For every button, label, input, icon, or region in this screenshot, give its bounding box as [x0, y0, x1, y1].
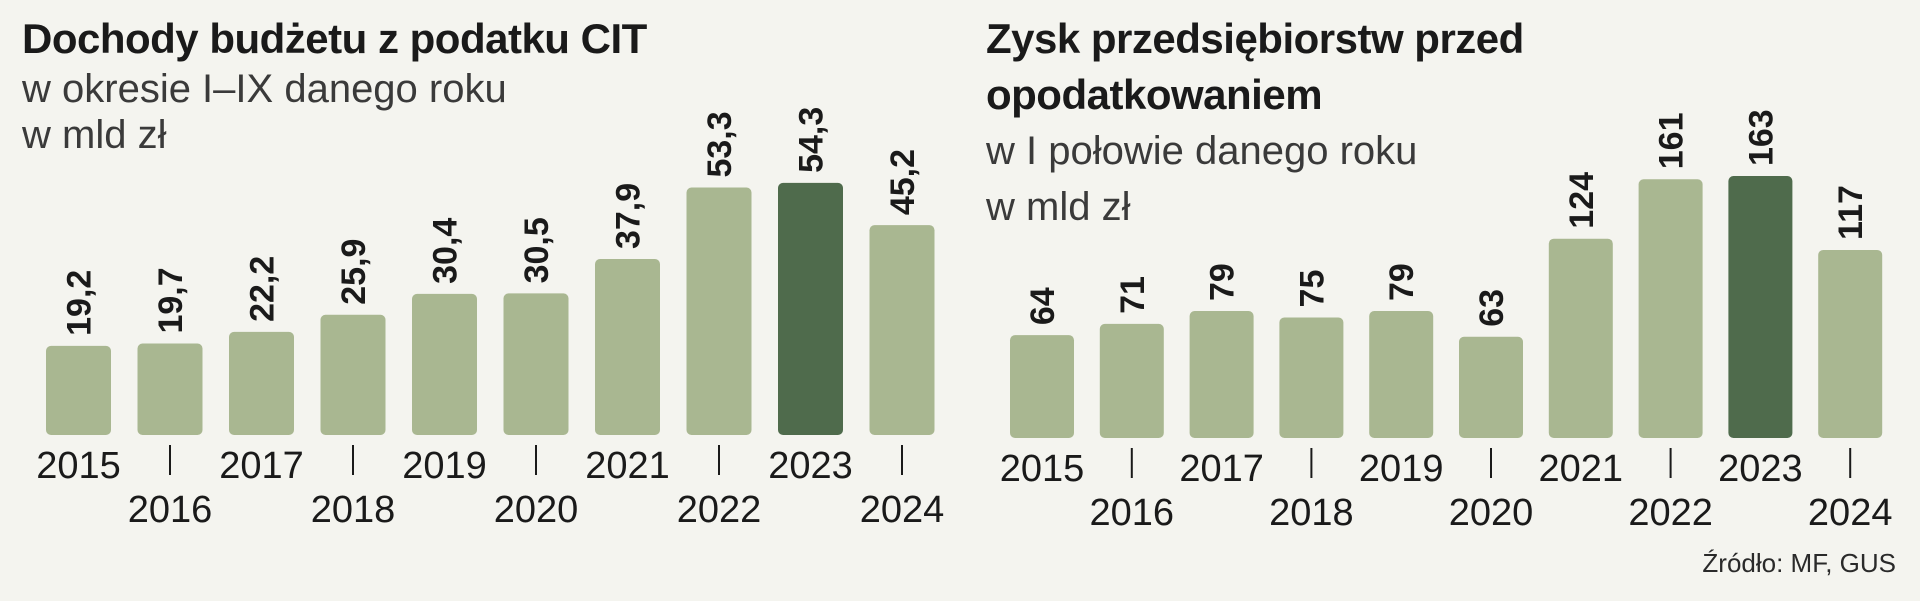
chart-right-plot: 64 2015 71 2016 79 2017 75 2018 79 2019 63 2020 124 2… [1000, 109, 1893, 534]
chart-right-tick-label-2019: 2019 [1359, 448, 1444, 490]
chart-right-value-label-2018: 75 [1293, 270, 1331, 308]
chart-right-value-label-2022: 161 [1653, 113, 1691, 170]
chart-left-bar-2018 [320, 314, 386, 435]
chart-right-tick-label-2017: 2017 [1179, 448, 1264, 490]
chart-right-value-label-2017: 79 [1204, 263, 1242, 301]
chart-right-tick-label-2022: 2022 [1628, 492, 1713, 534]
chart-right-bar-2020 [1459, 336, 1523, 438]
chart-right-tick-label-2024: 2024 [1808, 492, 1893, 534]
chart-left-tick-label-2021: 2021 [585, 445, 670, 487]
source-note: Źródło: MF, GUS [1702, 548, 1896, 578]
chart-left-value-label-2018: 25,9 [335, 239, 373, 305]
chart-left-panel: Dochody budżetu z podatku CIT w okresie … [22, 15, 945, 531]
chart-right-panel: Zysk przedsiębiorstw przed opodatkowanie… [980, 0, 1920, 601]
chart-left-value-label-2023: 54,3 [793, 107, 831, 173]
chart-left-tick-label-2022: 2022 [677, 489, 762, 531]
chart-right-value-label-2015: 64 [1024, 287, 1062, 325]
chart-left-tick-label-2017: 2017 [219, 445, 304, 487]
chart-left-tick-label-2016: 2016 [128, 489, 213, 531]
chart-right-bar-2022 [1638, 179, 1703, 438]
chart-left-title: Dochody budżetu z podatku CIT [22, 15, 647, 62]
chart-left-bar-2021 [595, 259, 660, 435]
chart-right-value-label-2021: 124 [1563, 172, 1601, 229]
chart-left-value-label-2024: 45,2 [884, 149, 922, 215]
chart-right-tick-label-2015: 2015 [1000, 448, 1085, 490]
chart-right-bar-2016 [1099, 323, 1164, 438]
chart-left-subtitle-line-1: w okresie I–IX danego roku [22, 67, 507, 111]
chart-left-bar-2022 [686, 187, 752, 435]
chart-right-value-label-2016: 71 [1114, 276, 1152, 314]
chart-left-value-label-2016: 19,7 [152, 267, 190, 333]
chart-right-tick-label-2016: 2016 [1090, 492, 1175, 534]
chart-left-bar-2017 [229, 331, 294, 435]
chart-left-value-label-2019: 30,4 [427, 218, 465, 284]
chart-left-bar-2024 [869, 225, 935, 435]
chart-right-title-line-1: Zysk przedsiębiorstw przed [986, 15, 1524, 62]
chart-right-bar-2021 [1548, 238, 1613, 438]
chart-right-bar-2024 [1818, 249, 1883, 438]
chart-left-value-label-2022: 53,3 [701, 111, 739, 177]
chart-right-tick-label-2018: 2018 [1269, 492, 1354, 534]
chart-left-value-label-2017: 22,2 [244, 256, 282, 322]
chart-left-value-label-2020: 30,5 [518, 217, 556, 283]
chart-left-tick-label-2020: 2020 [494, 489, 579, 531]
chart-right-subtitle-line-2: w mld zł [986, 185, 1131, 229]
chart-left-value-label-2015: 19,2 [61, 270, 99, 336]
chart-left-tick-label-2023: 2023 [768, 445, 853, 487]
chart-left-bar-2023 [778, 182, 843, 435]
chart-right-value-label-2023: 163 [1742, 109, 1780, 166]
chart-right-tick-label-2021: 2021 [1539, 448, 1624, 490]
chart-left-tick-label-2018: 2018 [311, 489, 396, 531]
chart-right-bar-2017 [1189, 311, 1254, 438]
chart-right-value-label-2019: 79 [1383, 263, 1421, 301]
chart-right-tick-label-2020: 2020 [1449, 492, 1534, 534]
chart-right-title-line-2: opodatkowaniem [986, 71, 1323, 118]
chart-right-bar-2018 [1279, 317, 1344, 438]
chart-right-bar-2015 [1010, 335, 1074, 438]
chart-right-tick-label-2023: 2023 [1718, 448, 1803, 490]
chart-right-bar-2023 [1728, 176, 1793, 439]
chart-left-tick-label-2024: 2024 [860, 489, 945, 531]
chart-left-bar-2015 [46, 345, 111, 435]
chart-right-subtitle-line-1: w I połowie danego roku [986, 129, 1418, 173]
chart-left-subtitle-line-2: w mld zł [22, 113, 167, 157]
chart-left-tick-label-2015: 2015 [36, 445, 121, 487]
chart-right-value-label-2024: 117 [1832, 185, 1870, 240]
chart-left-bar-2020 [503, 293, 569, 435]
chart-right-value-label-2020: 63 [1473, 289, 1511, 327]
chart-left-plot: 19,2 2015 19,7 2016 22,2 2017 25,9 2018 30,4 2019… [36, 107, 945, 531]
chart-left-value-label-2021: 37,9 [610, 183, 648, 249]
chart-left-tick-label-2019: 2019 [402, 445, 487, 487]
chart-right-bar-2019 [1369, 311, 1434, 438]
chart-left-bar-2019 [412, 293, 477, 435]
chart-left-bar-2016 [137, 343, 203, 435]
